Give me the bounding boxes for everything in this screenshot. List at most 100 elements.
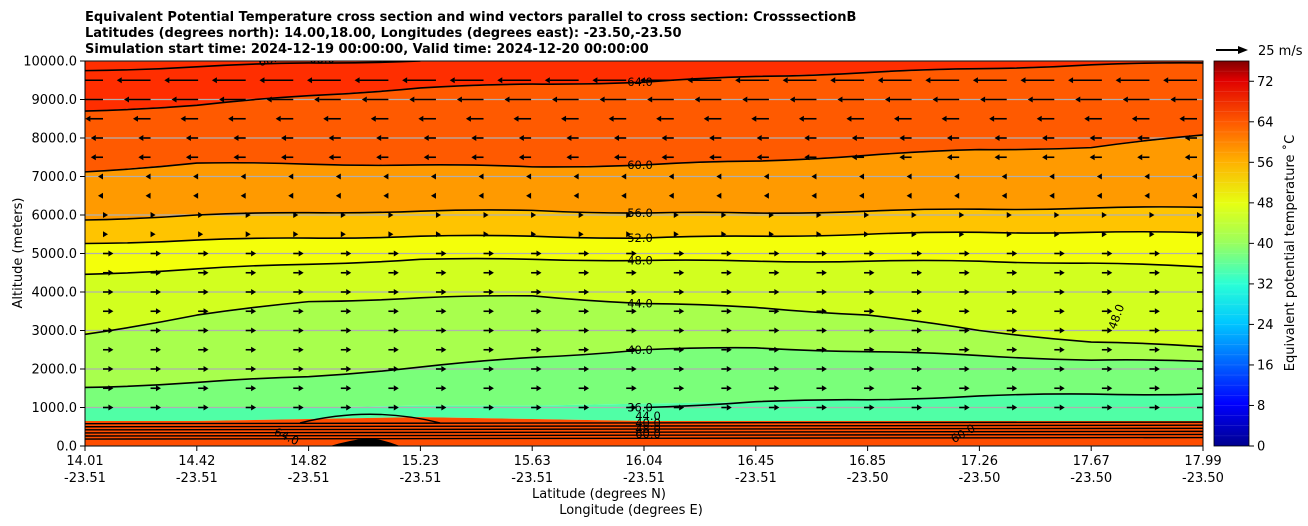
wind-vector-head	[1107, 289, 1113, 295]
wind-vector-head	[584, 346, 590, 353]
title-line-1: Equivalent Potential Temperature cross s…	[85, 10, 856, 25]
wind-vector-head	[1012, 366, 1018, 372]
x-tick-label-lat: 14.42	[178, 454, 215, 469]
plot-area: 36.040.044.048.052.056.060.064.048.060.0…	[85, 52, 1203, 446]
wind-vector-head	[108, 385, 114, 392]
wind-vector-head	[804, 154, 810, 161]
wind-vector-head	[584, 327, 590, 334]
wind-vector-head	[155, 308, 161, 315]
wind-vector-head	[821, 385, 827, 392]
wind-vector-head	[1006, 231, 1012, 238]
wind-vector-head	[917, 308, 923, 315]
wind-vector-head	[894, 115, 900, 122]
wind-vector-head	[1068, 77, 1074, 84]
wind-vector-head	[735, 77, 741, 84]
wind-vector-head	[145, 173, 151, 180]
contour-line-68	[85, 61, 421, 72]
contour-label-extra: 60.0	[635, 427, 661, 441]
colorbar-tick-label: 56	[1257, 156, 1274, 171]
y-tick-label: 8000.0	[32, 132, 78, 147]
wind-vector-head	[917, 346, 923, 353]
wind-vector-head	[726, 269, 732, 276]
wind-vector-head	[1107, 346, 1113, 353]
wind-vector-head	[1012, 269, 1018, 276]
wind-vector-head	[536, 289, 542, 295]
x-tick-label-lat: 14.82	[290, 454, 327, 469]
contour-label-extra: 68.0	[309, 52, 335, 66]
wind-vector-head	[599, 96, 605, 103]
wind-vector-head	[488, 269, 494, 276]
wind-vector-head	[994, 154, 1000, 161]
y-tick-label: 10000.0	[23, 55, 77, 70]
wind-vector-head	[430, 192, 436, 199]
y-tick-label: 3000.0	[32, 324, 78, 339]
wind-vector-head	[608, 115, 614, 122]
wind-vector-head	[756, 135, 762, 141]
wind-vector-head	[504, 96, 510, 103]
wind-vector-head	[251, 327, 257, 334]
wind-vector-head	[964, 289, 970, 295]
wind-vector-head	[203, 327, 209, 334]
wind-vector-head	[726, 346, 732, 353]
wind-vector-head	[673, 231, 679, 238]
wind-vector-head	[393, 366, 399, 372]
wind-vector-head	[513, 115, 519, 122]
wind-vector-head	[393, 308, 399, 315]
wind-vector-head	[203, 366, 209, 372]
contour-label-extra: 44.0	[635, 409, 661, 423]
wind-vector-head	[869, 289, 875, 295]
contour-band	[85, 207, 1203, 244]
wind-vector-head	[816, 212, 822, 218]
wind-vector-head	[837, 96, 843, 103]
wind-vector-head	[1107, 269, 1113, 276]
wind-vector-head	[1049, 173, 1055, 180]
wind-vector-head	[804, 135, 810, 141]
wind-vector-head	[774, 366, 780, 372]
wind-vector-head	[281, 154, 287, 161]
wind-vector-head	[536, 308, 542, 315]
wind-vector-head	[584, 385, 590, 392]
wind-vector-head	[614, 135, 620, 141]
wind-vector-head	[1096, 192, 1102, 199]
wind-vector-head	[293, 212, 299, 218]
contour-band	[85, 62, 1203, 172]
wind-vector-head	[959, 231, 965, 238]
wind-vector-head	[668, 192, 674, 199]
wind-vector-head	[661, 135, 667, 141]
wind-vector-head	[869, 366, 875, 372]
wind-vector-head	[869, 346, 875, 353]
wind-vector-head	[85, 115, 91, 122]
wind-vector-head	[964, 327, 970, 334]
wind-vector-head	[566, 135, 572, 141]
contour-line-surface	[85, 427, 1203, 431]
wind-vector-head	[1107, 385, 1113, 392]
wind-vector-head	[1101, 231, 1107, 238]
wind-vector-head	[164, 77, 170, 84]
wind-vector-head	[1154, 308, 1160, 315]
wind-vector-head	[1096, 173, 1102, 180]
wind-vector-head	[1144, 192, 1150, 199]
y-axis-label: Altitude (meters)	[11, 198, 26, 309]
wind-vector-head	[917, 385, 923, 392]
wind-vector-head	[340, 212, 346, 218]
wind-vector-head	[155, 269, 161, 276]
wind-vector-head	[726, 289, 732, 295]
wind-vector-head	[1012, 250, 1018, 257]
wind-vector-head	[1154, 289, 1160, 295]
terrain-hill	[330, 438, 400, 446]
wind-vector-head	[544, 77, 550, 84]
wind-vector-head	[245, 231, 251, 238]
wind-vector-head	[774, 250, 780, 257]
wind-vector-head	[742, 96, 748, 103]
y-tick-label: 2000.0	[32, 363, 78, 378]
x-tick-label-lat: 15.23	[402, 454, 439, 469]
wind-vector-head	[592, 77, 598, 84]
wind-vector-head	[774, 385, 780, 392]
wind-vector-head	[90, 154, 96, 161]
wind-vector-head	[703, 115, 709, 122]
wind-vector-head	[584, 269, 590, 276]
wind-vector-head	[108, 250, 114, 257]
wind-vector-head	[851, 154, 857, 161]
wind-vector-head	[145, 192, 151, 199]
wind-vector-head	[911, 231, 917, 238]
